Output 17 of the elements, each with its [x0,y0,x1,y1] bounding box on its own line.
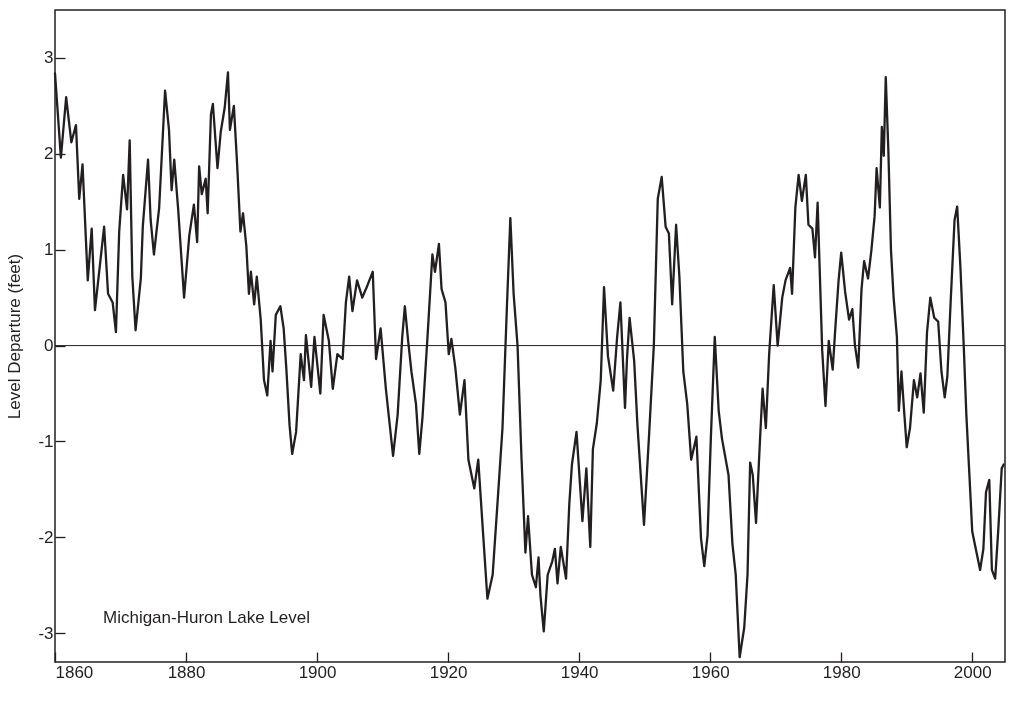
annotation: Michigan-Huron Lake Level [103,608,310,627]
x-tick-label: 1880 [167,662,206,682]
x-tick-label: 1860 [55,662,94,682]
x-tick-label: 1900 [298,662,337,682]
y-tick-label: -1 [38,431,54,451]
x-tick-label: 1980 [822,662,861,682]
y-tick-label: -3 [38,623,54,643]
x-tick-label: 2000 [953,662,992,682]
y-tick-label: 1 [44,240,54,260]
y-tick-label: 0 [44,336,54,356]
y-tick-label: 2 [44,144,54,164]
x-tick-label: 1940 [560,662,599,682]
x-tick-label: 1920 [429,662,468,682]
y-axis-title: Level Departure (feet) [5,253,25,420]
x-tick-label: 1960 [691,662,730,682]
y-tick-label: 3 [44,48,54,68]
y-tick-label: -2 [38,527,54,547]
